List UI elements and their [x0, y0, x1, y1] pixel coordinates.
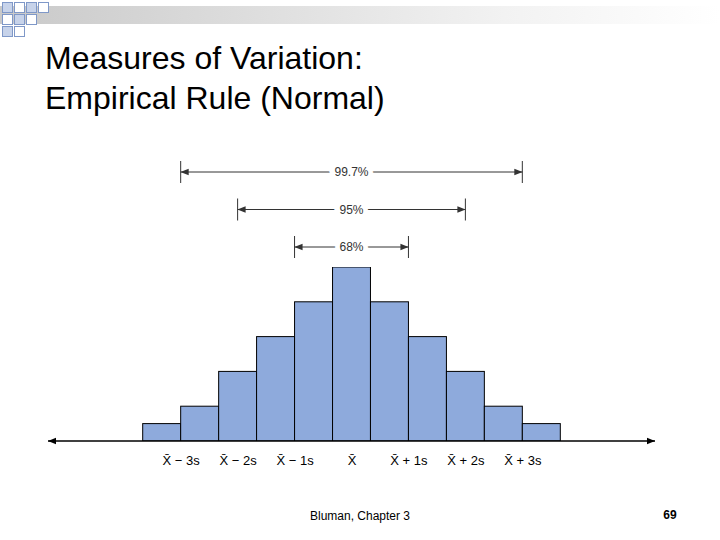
svg-text:95%: 95%: [339, 203, 363, 217]
svg-text:99.7%: 99.7%: [334, 165, 368, 179]
svg-text:X̄ + 1s: X̄ + 1s: [390, 453, 428, 468]
html-text:Measures of Variation: Empiric: Measures of Variation: Empirical Rule (N…: [45, 40, 385, 116]
html-text:69: 69: [663, 508, 677, 522]
svg-text:68%: 68%: [339, 240, 363, 254]
html-text:Bluman, Chapter 3: Bluman, Chapter 3: [310, 509, 410, 523]
svg-text:X̄ + 2s: X̄ + 2s: [447, 453, 485, 468]
svg-text:X̄ − 3s: X̄ − 3s: [163, 453, 201, 468]
svg-text:X̄ − 1s: X̄ − 1s: [276, 453, 314, 468]
svg-text:X̄: X̄: [348, 453, 357, 468]
svg-text:X̄ + 3s: X̄ + 3s: [504, 453, 542, 468]
svg-text:X̄ − 2s: X̄ − 2s: [220, 453, 258, 468]
